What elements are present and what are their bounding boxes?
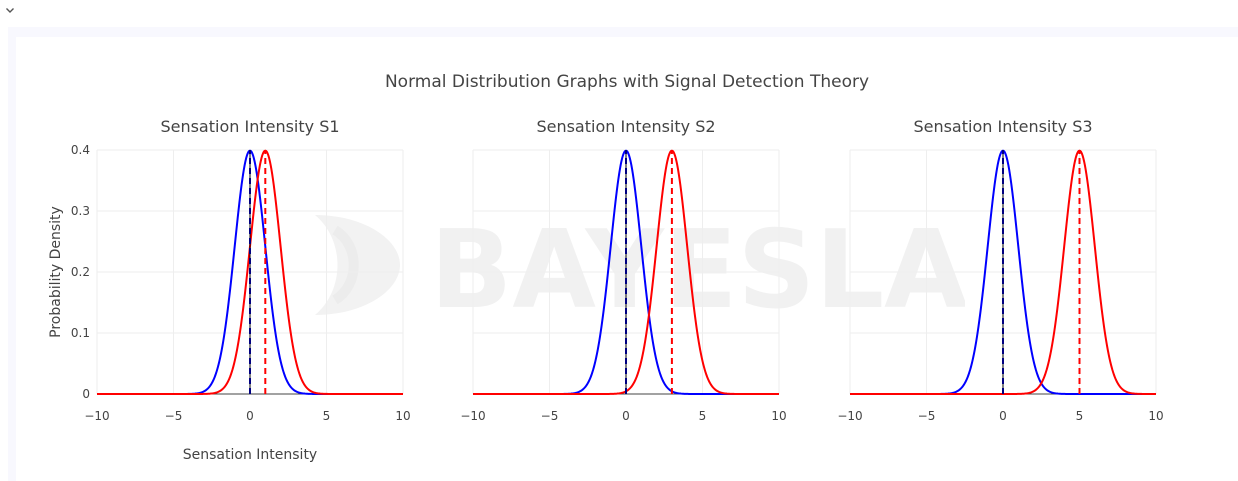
x-tick-label: 10 [771, 409, 786, 423]
y-tick-label: 0.3 [71, 204, 90, 218]
x-tick-label: 5 [699, 409, 707, 423]
subplot-title: Sensation Intensity S3 [913, 117, 1092, 136]
x-tick-label: 5 [1076, 409, 1084, 423]
x-tick-label: 10 [395, 409, 410, 423]
x-tick-label: −5 [918, 409, 936, 423]
collapse-toggle[interactable] [2, 2, 18, 18]
x-tick-label: 0 [999, 409, 1007, 423]
subplot-1: Sensation Intensity S1 −10 −5 0 5 10 0 0.1 0.2 0.… [71, 117, 411, 423]
x-tick-label: 5 [323, 409, 331, 423]
x-tick-label: −10 [837, 409, 862, 423]
y-axis-label: Probability Density [48, 206, 64, 338]
x-axis-label: Sensation Intensity [183, 447, 317, 463]
figure-title: Normal Distribution Graphs with Signal D… [385, 72, 869, 92]
x-tick-label: −5 [541, 409, 559, 423]
y-tick-label: 0.2 [71, 265, 90, 279]
subplot-2: Sensation Intensity S2 −10 −5 0 5 10 [460, 117, 786, 423]
x-tick-label: 10 [1148, 409, 1163, 423]
y-tick-label: 0 [82, 387, 90, 401]
subplot-title: Sensation Intensity S2 [536, 117, 715, 136]
chevron-down-icon [6, 8, 14, 13]
x-tick-label: 0 [246, 409, 254, 423]
subplot-3: Sensation Intensity S3 −10 −5 0 5 10 [837, 117, 1163, 423]
x-tick-label: −10 [460, 409, 485, 423]
x-tick-label: −10 [84, 409, 109, 423]
subplot-title: Sensation Intensity S1 [160, 117, 339, 136]
x-tick-label: −5 [165, 409, 183, 423]
y-tick-label: 0.1 [71, 326, 90, 340]
x-tick-label: 0 [622, 409, 630, 423]
y-tick-label: 0.4 [71, 143, 90, 157]
